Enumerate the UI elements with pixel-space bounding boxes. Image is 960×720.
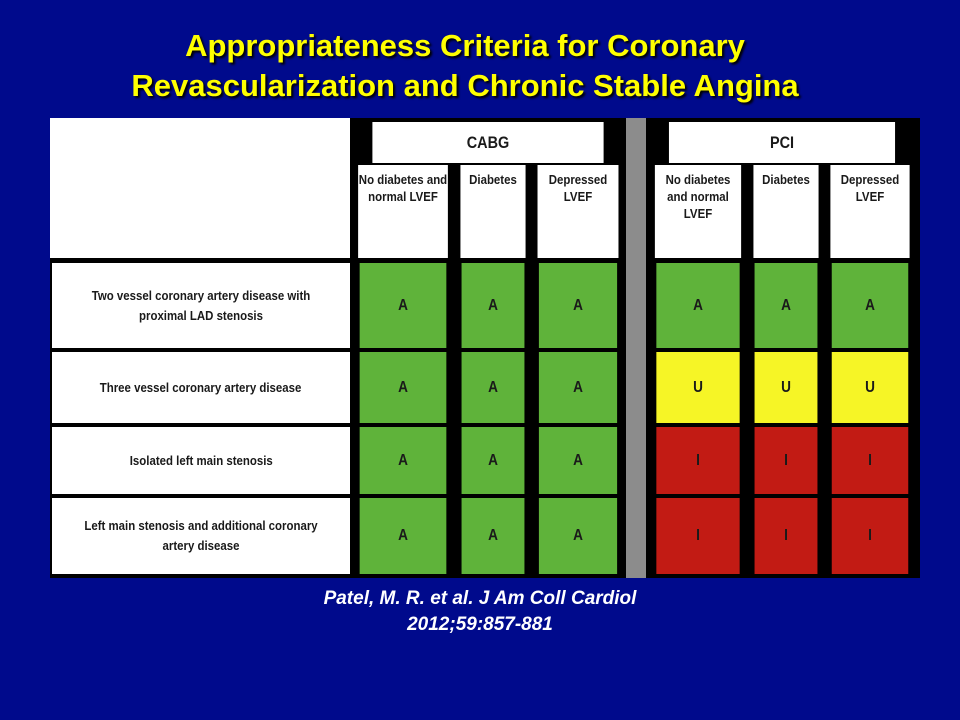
cell-value: A [831, 263, 909, 348]
cell-value: A [359, 352, 447, 423]
subheader-cabg-depressed-lvef: Depressed LVEF [537, 165, 619, 258]
cell-value: I [831, 427, 909, 494]
cell-value: A [538, 498, 618, 574]
cell-value: A [461, 352, 525, 423]
citation: Patel, M. R. et al. J Am Coll Cardiol 20… [0, 586, 960, 638]
cell-value: U [754, 352, 818, 423]
cell-value: A [461, 498, 525, 574]
row-label-two-vessel: Two vessel coronary artery disease with … [52, 263, 350, 348]
slide-title-line-2: Revascularization and Chronic Stable Ang… [131, 68, 799, 103]
subheader-pci-diabetes: Diabetes [753, 165, 819, 258]
cell-value: A [461, 263, 525, 348]
subheader-pci-depressed-lvef: Depressed LVEF [830, 165, 910, 258]
cell-value: A [538, 427, 618, 494]
cell-value: A [359, 498, 447, 574]
group-divider [626, 118, 646, 578]
cell-value: U [831, 352, 909, 423]
citation-line-2: 2012;59:857-881 [407, 614, 553, 635]
row-label-three-vessel: Three vessel coronary artery disease [52, 352, 350, 423]
cell-value: I [831, 498, 909, 574]
cell-value: A [461, 427, 525, 494]
row-label-isolated-left-main: Isolated left main stenosis [52, 427, 350, 494]
cell-value: A [359, 427, 447, 494]
subheader-pci-no-diabetes: No diabetes and normal LVEF [654, 165, 742, 258]
group-header-cabg: CABG [372, 122, 604, 163]
cell-value: A [538, 263, 618, 348]
subheader-cabg-diabetes: Diabetes [460, 165, 526, 258]
cell-value: I [656, 427, 740, 494]
row-label-left-main-additional: Left main stenosis and additional corona… [52, 498, 350, 574]
cell-value: A [754, 263, 818, 348]
slide-title: Appropriateness Criteria for Coronary Re… [0, 26, 930, 106]
cell-value: I [754, 427, 818, 494]
cell-value: A [538, 352, 618, 423]
cell-value: A [656, 263, 740, 348]
cell-value: I [656, 498, 740, 574]
cell-value: I [754, 498, 818, 574]
cell-value: A [359, 263, 447, 348]
slide-title-line-1: Appropriateness Criteria for Coronary [185, 28, 745, 63]
criteria-table: CABG PCI No diabetes and normal LVEF Dia… [50, 118, 920, 578]
header-corner [50, 118, 350, 258]
subheader-cabg-no-diabetes: No diabetes and normal LVEF [358, 165, 448, 258]
cell-value: U [656, 352, 740, 423]
group-header-pci: PCI [668, 122, 896, 163]
citation-line-1: Patel, M. R. et al. J Am Coll Cardiol [323, 588, 637, 609]
